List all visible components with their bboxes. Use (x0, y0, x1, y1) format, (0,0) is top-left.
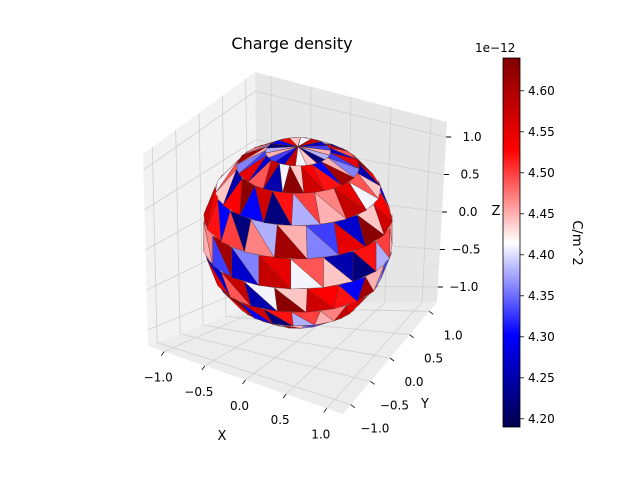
z-gridline-back (255, 90, 447, 138)
x-tick-label: 0.5 (271, 413, 290, 427)
y-tick-label: 0.5 (424, 352, 443, 366)
x-tick-mark (160, 351, 165, 356)
colorbar-tick-label: 4.60 (528, 84, 555, 98)
sphere-face (300, 165, 325, 194)
colorbar-tick-label: 4.20 (528, 412, 555, 426)
colorbar-tick-label: 4.50 (528, 166, 555, 180)
z-gridline-left (143, 91, 256, 171)
sphere-face (263, 190, 292, 227)
x-axis-label: X (218, 429, 227, 444)
colorbar-offset-text: 1e−12 (475, 41, 515, 55)
z-axis-label: Z (492, 204, 501, 219)
y-tick-mark (428, 311, 434, 315)
x-tick-mark (323, 408, 328, 413)
colorbar-tick-label: 4.30 (528, 330, 555, 344)
y-gridline (157, 342, 351, 406)
grid-lines (143, 76, 447, 409)
y-tick-label: −1.0 (360, 422, 389, 436)
chart-title: Charge density (231, 34, 352, 53)
sphere-face (311, 164, 343, 192)
axes-3d: −1.0−0.50.00.51.0 −1.0−0.50.00.51.0−1.0−0… (143, 72, 501, 444)
sphere-face (297, 137, 301, 147)
colorbar-ticks: 4.20 4.25 4.30 4.35 4.40 4.45 4.50 4.55 4.60 (520, 84, 555, 426)
y-gridline (202, 324, 391, 359)
z-tick-label: 0.5 (461, 168, 480, 182)
colorbar-tick-label: 4.45 (528, 207, 555, 221)
y-tick-mark (409, 334, 414, 338)
z-tick-label: −0.5 (451, 243, 480, 257)
y-axis-label: Y (420, 397, 429, 412)
sphere-face (289, 137, 299, 147)
x-tick-label: 1.0 (311, 427, 330, 441)
z-tick-label: 0.0 (458, 205, 477, 219)
sphere-face (282, 165, 305, 194)
y-tick-mark (370, 381, 375, 385)
colorbar-tick-label: 4.55 (528, 125, 555, 139)
x-tick-mark (282, 393, 287, 399)
x-tick-label: −1.0 (144, 371, 173, 385)
x-tick-label: −0.5 (184, 385, 213, 399)
sphere-face (262, 162, 283, 194)
colorbar-label: C/m^2 (569, 220, 584, 265)
sphere-face (297, 141, 322, 147)
x-tick-mark (242, 379, 246, 385)
colorbar-tick-label: 4.40 (528, 248, 555, 262)
sphere-face (297, 138, 312, 147)
sphere-face (270, 143, 299, 147)
y-gridline (179, 333, 371, 382)
x-tick-label: 0.0 (230, 399, 249, 413)
colorbar-tick-label: 4.25 (528, 371, 555, 385)
charge-density-sphere (203, 137, 393, 329)
y-tick-label: 1.0 (444, 328, 463, 342)
y-tick-mark (389, 357, 395, 362)
y-tick-label: 0.0 (404, 375, 423, 389)
colorbar-tick-label: 4.35 (528, 289, 555, 303)
y-tick-mark (350, 404, 356, 408)
z-tick-label: −1.0 (449, 280, 478, 294)
sphere-face (276, 224, 308, 260)
sphere-face (247, 159, 272, 190)
sphere-face (278, 140, 299, 147)
colorbar: 4.20 4.25 4.30 4.35 4.40 4.45 4.50 4.55 4.60 1e−… (475, 41, 584, 428)
x-tick-mark (201, 365, 206, 371)
z-gridline-left (144, 139, 257, 211)
colorbar-gradient (502, 57, 521, 428)
y-tick-label: −0.5 (380, 398, 409, 412)
tick-labels: −1.0−0.50.00.51.0 −1.0−0.50.00.51.0−1.0−0… (144, 130, 482, 441)
z-tick-label: 1.0 (463, 130, 482, 144)
sphere-face (291, 193, 321, 226)
sphere-face (297, 145, 328, 147)
